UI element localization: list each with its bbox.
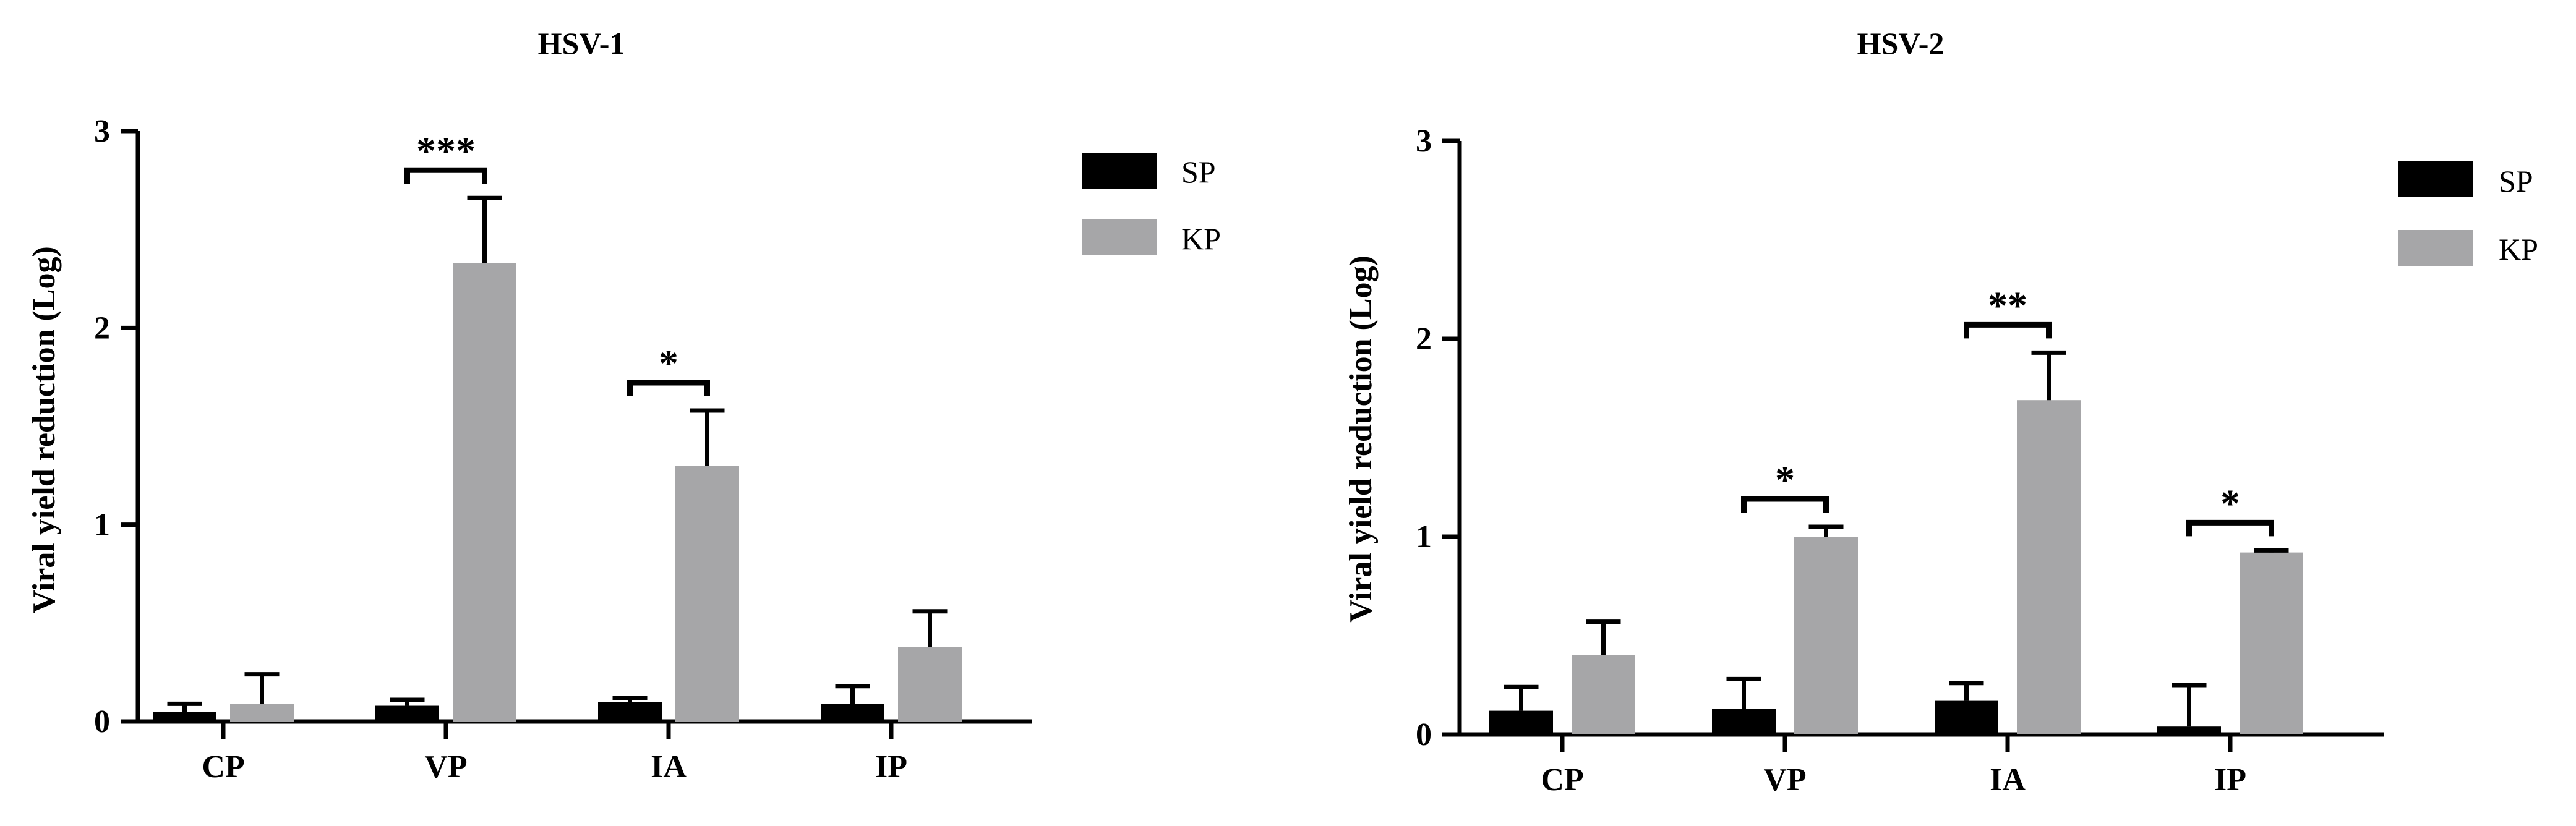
significance-label: ** [1988, 283, 2027, 327]
bar-kp-vp [1794, 537, 1858, 734]
bar-sp-ia [598, 702, 662, 722]
y-tick-label: 1 [94, 508, 110, 543]
bar-sp-ip [821, 704, 884, 722]
bar-kp-ip [898, 647, 962, 722]
y-tick-label: 0 [1416, 717, 1432, 752]
category-label: CP [1541, 762, 1583, 798]
category-label: VP [424, 749, 467, 785]
significance-label: * [2220, 481, 2240, 525]
legend-swatch-kp [1082, 219, 1157, 255]
legend-swatch-sp [1082, 153, 1157, 189]
chart-marks: 0 1 2 3 CP VP *** IA * IP [94, 114, 1032, 785]
significance-label: * [659, 341, 678, 385]
legend-label-sp: SP [2499, 164, 2533, 198]
bar-sp-ia [1935, 700, 1998, 734]
significance-bracket [627, 380, 710, 397]
category-label: CP [202, 749, 244, 785]
significance-bracket [404, 167, 487, 184]
bar-sp-vp [1712, 709, 1776, 734]
significance-label: *** [416, 129, 476, 172]
significance-label: * [1775, 458, 1795, 501]
y-tick-label: 2 [94, 310, 110, 346]
chart-panel-hsv2: HSV-2 Viral yield reduction (Log) 0 1 2 3 CP… [1343, 26, 2538, 798]
bar-sp-cp [153, 712, 216, 722]
bar-kp-ip [2240, 552, 2303, 734]
significance-bracket [1964, 321, 2052, 339]
legend: SP KP [2398, 161, 2538, 266]
category-label: IP [2214, 762, 2246, 798]
y-tick-label: 0 [94, 704, 110, 739]
y-tick-label: 3 [94, 114, 110, 149]
y-tick-label: 1 [1416, 519, 1432, 555]
y-axis-label: Viral yield reduction (Log) [27, 246, 62, 613]
category-label: VP [1763, 762, 1806, 798]
legend-swatch-kp [2398, 230, 2473, 266]
y-tick-label: 2 [1416, 321, 1432, 357]
bar-kp-ia [2017, 400, 2081, 734]
chart-marks: 0 1 2 3 CP VP * IA ** IP * [1416, 124, 2384, 798]
legend-label-sp: SP [1181, 155, 1216, 189]
legend: SP KP [1082, 153, 1221, 256]
y-tick-label: 3 [1416, 124, 1432, 159]
bar-kp-cp [230, 704, 294, 722]
category-label: IP [875, 749, 907, 785]
significance-bracket [2186, 519, 2274, 537]
bar-kp-ia [675, 466, 739, 722]
y-axis-label: Viral yield reduction (Log) [1343, 255, 1379, 623]
bar-kp-cp [1572, 655, 1635, 734]
chart-panel-hsv1: HSV-1 Viral yield reduction (Log) 0 1 2 3 CP… [27, 26, 1221, 785]
chart-title: HSV-1 [538, 26, 625, 61]
legend-label-kp: KP [2499, 232, 2538, 266]
category-label: IA [1990, 762, 2026, 798]
category-label: IA [651, 749, 687, 785]
bar-sp-ip [2157, 726, 2221, 734]
legend-label-kp: KP [1181, 221, 1221, 256]
legend-swatch-sp [2398, 161, 2473, 197]
bar-kp-vp [453, 263, 516, 722]
bar-sp-cp [1489, 710, 1553, 734]
bar-sp-vp [375, 705, 439, 722]
significance-bracket [1741, 496, 1829, 513]
chart-title: HSV-2 [1857, 26, 1945, 61]
